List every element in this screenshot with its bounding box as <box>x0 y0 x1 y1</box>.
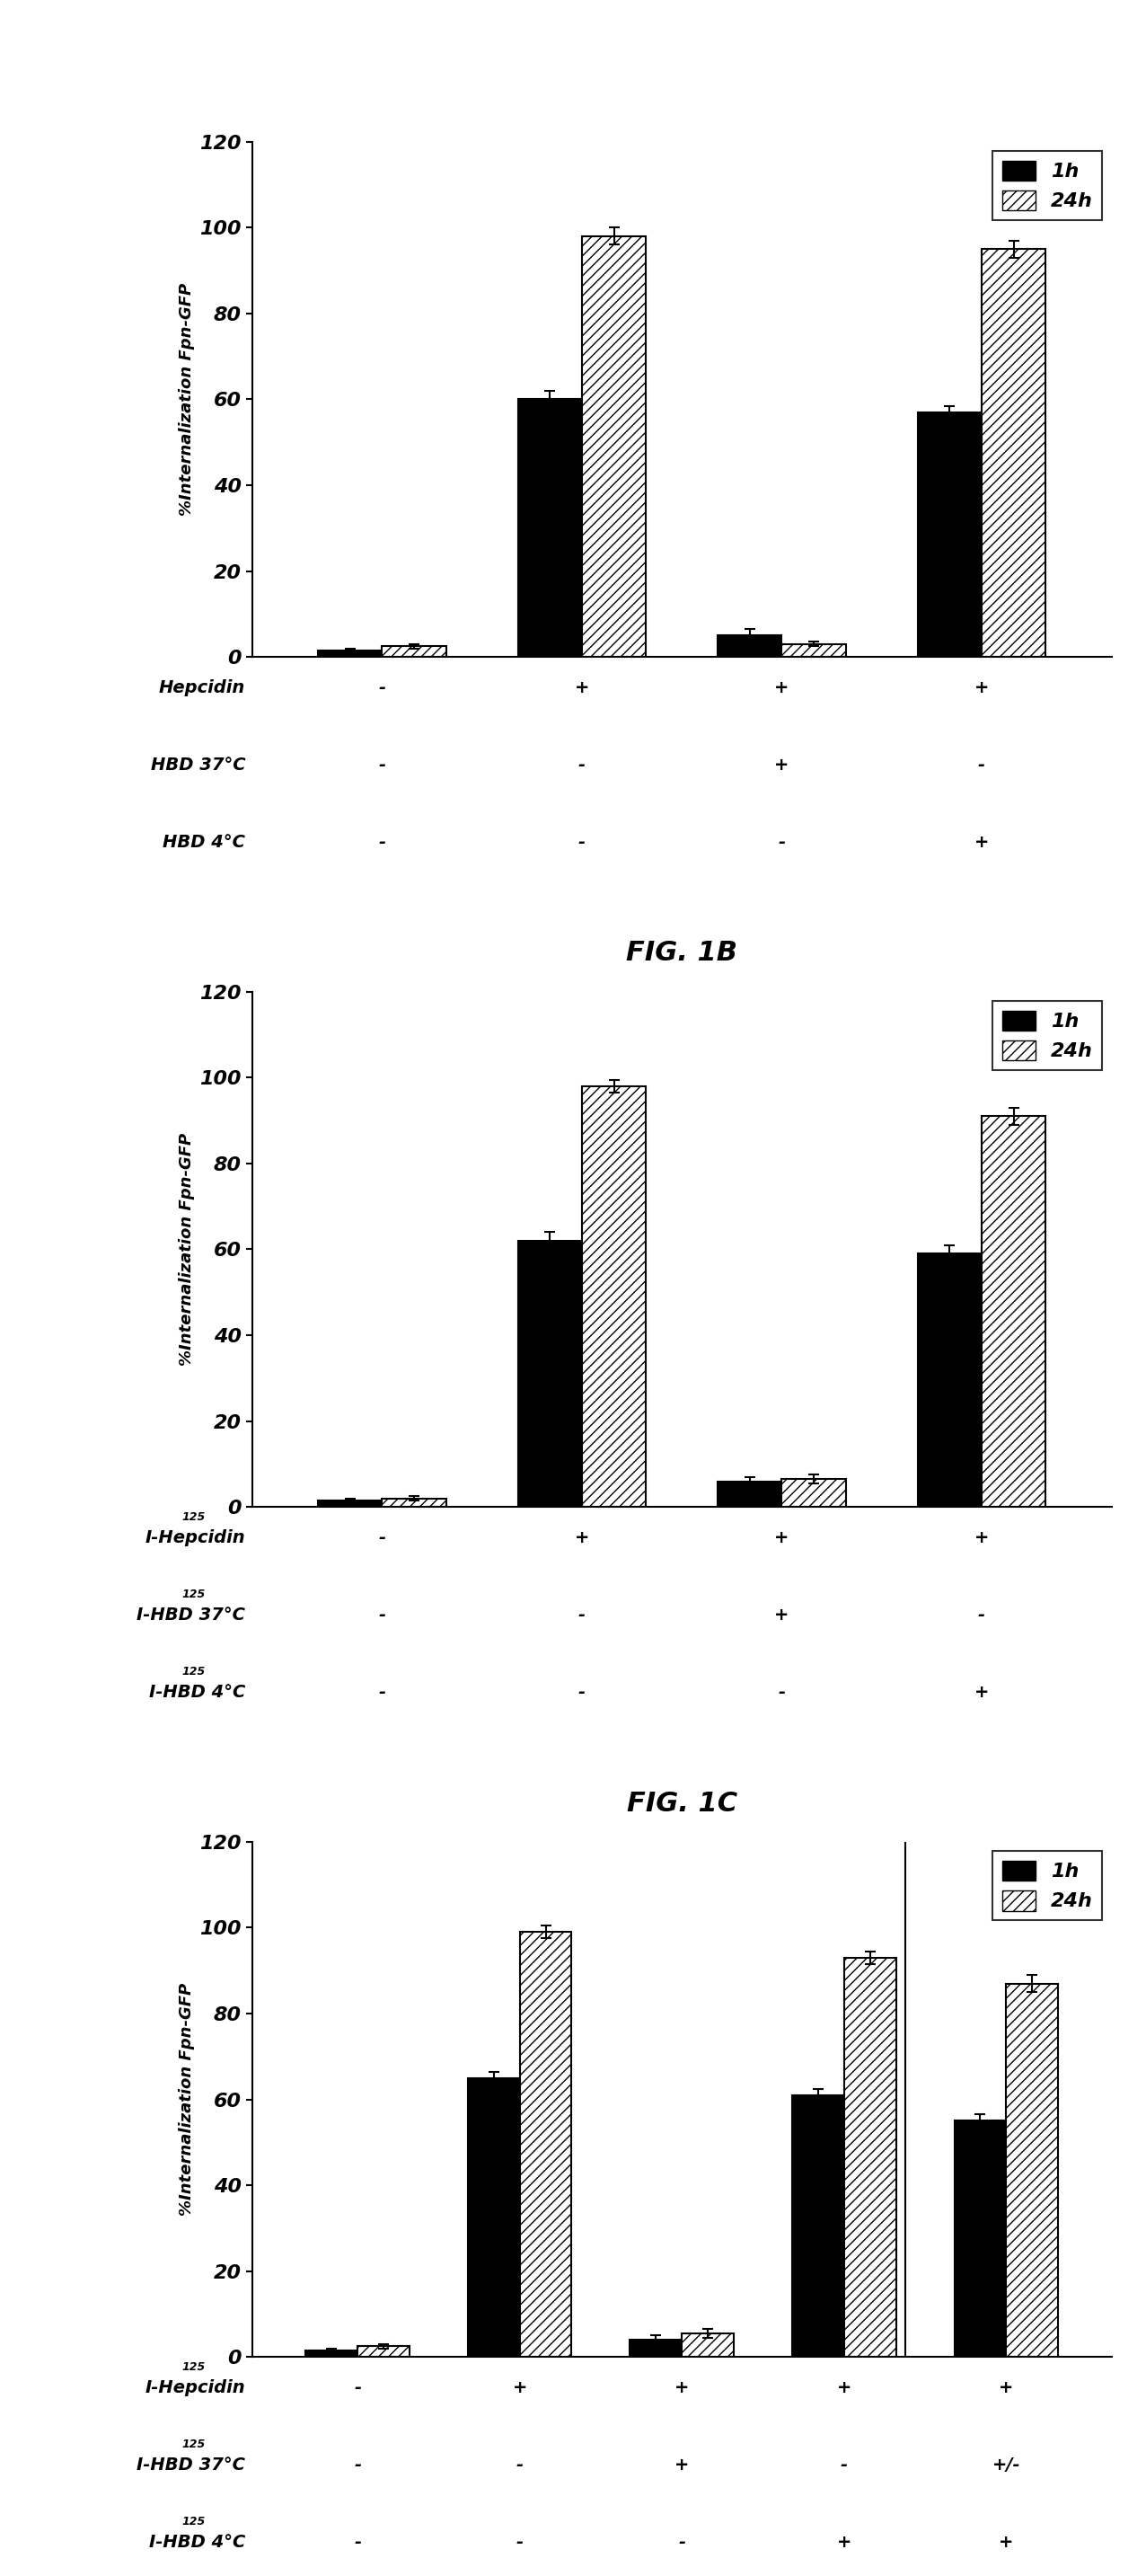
Bar <box>518 399 582 657</box>
Bar <box>982 250 1045 657</box>
Bar <box>845 1958 896 2357</box>
Bar <box>955 2120 1006 2357</box>
Text: -: - <box>778 835 785 850</box>
Text: +: + <box>999 2535 1013 2550</box>
Text: +/-: +/- <box>992 2458 1020 2473</box>
Text: +: + <box>675 2380 689 2396</box>
Text: I-HBD 4°C: I-HBD 4°C <box>149 2535 245 2550</box>
Legend: 1h, 24h: 1h, 24h <box>992 1852 1102 1919</box>
Text: -: - <box>978 757 986 773</box>
Text: 125: 125 <box>182 1512 206 1522</box>
Bar <box>358 2347 409 2357</box>
Text: -: - <box>579 757 586 773</box>
Text: -: - <box>378 1685 386 1700</box>
Bar <box>306 2349 358 2357</box>
Bar <box>918 1255 982 1507</box>
Text: FIG. 1B: FIG. 1B <box>626 940 738 966</box>
Legend: 1h, 24h: 1h, 24h <box>992 1002 1102 1069</box>
Text: +: + <box>574 1530 589 1546</box>
Bar <box>382 647 446 657</box>
Text: -: - <box>354 2458 361 2473</box>
Text: +: + <box>574 680 589 696</box>
Bar <box>982 1115 1045 1507</box>
Bar <box>319 652 382 657</box>
Text: -: - <box>378 757 386 773</box>
Bar <box>319 1499 382 1507</box>
Text: +: + <box>775 1607 790 1623</box>
Text: -: - <box>678 2535 685 2550</box>
Text: +: + <box>974 1685 989 1700</box>
Y-axis label: %Internalization Fpn-GFP: %Internalization Fpn-GFP <box>179 1984 195 2215</box>
Bar <box>518 1242 582 1507</box>
Bar <box>782 1479 846 1507</box>
Text: -: - <box>978 1607 986 1623</box>
Text: I-HBD 4°C: I-HBD 4°C <box>149 1685 245 1700</box>
Text: -: - <box>579 1607 586 1623</box>
Text: +: + <box>775 680 790 696</box>
Bar <box>468 2079 519 2357</box>
Text: -: - <box>378 1607 386 1623</box>
Text: +: + <box>675 2458 689 2473</box>
Bar <box>717 1481 782 1507</box>
Text: 125: 125 <box>182 2362 206 2372</box>
Text: 125: 125 <box>182 2439 206 2450</box>
Bar <box>382 1499 446 1507</box>
Bar <box>630 2339 682 2357</box>
Text: 125: 125 <box>182 2517 206 2527</box>
Text: HBD 4°C: HBD 4°C <box>163 835 245 850</box>
Bar <box>918 412 982 657</box>
Text: +: + <box>974 835 989 850</box>
Bar <box>582 237 646 657</box>
Text: +: + <box>974 1530 989 1546</box>
Text: FIG. 1C: FIG. 1C <box>627 1790 737 1816</box>
Text: I-HBD 37°C: I-HBD 37°C <box>136 1607 245 1623</box>
Bar <box>519 1932 572 2357</box>
Text: -: - <box>354 2535 361 2550</box>
Bar <box>717 636 782 657</box>
Text: Hepcidin: Hepcidin <box>159 680 245 696</box>
Legend: 1h, 24h: 1h, 24h <box>992 152 1102 219</box>
Text: HBD 37°C: HBD 37°C <box>150 757 245 773</box>
Y-axis label: %Internalization Fpn-GFP: %Internalization Fpn-GFP <box>179 1133 195 1365</box>
Text: -: - <box>579 835 586 850</box>
Text: +: + <box>775 1530 790 1546</box>
Text: +: + <box>512 2380 527 2396</box>
Text: -: - <box>579 1685 586 1700</box>
Bar <box>782 644 846 657</box>
Bar <box>682 2334 733 2357</box>
Text: -: - <box>840 2458 848 2473</box>
Text: -: - <box>354 2380 361 2396</box>
Y-axis label: %Internalization Fpn-GFP: %Internalization Fpn-GFP <box>179 283 195 515</box>
Text: I-Hepcidin: I-Hepcidin <box>146 1530 245 1546</box>
Text: +: + <box>999 2380 1013 2396</box>
Text: -: - <box>516 2458 524 2473</box>
Text: -: - <box>378 835 386 850</box>
Text: -: - <box>378 680 386 696</box>
Text: -: - <box>378 1530 386 1546</box>
Bar <box>1006 1984 1058 2357</box>
Text: +: + <box>775 757 790 773</box>
Text: -: - <box>516 2535 524 2550</box>
Text: I-Hepcidin: I-Hepcidin <box>146 2380 245 2396</box>
Bar <box>792 2094 845 2357</box>
Bar <box>582 1087 646 1507</box>
Text: +: + <box>837 2380 851 2396</box>
Text: -: - <box>778 1685 785 1700</box>
Text: +: + <box>837 2535 851 2550</box>
Text: +: + <box>974 680 989 696</box>
Text: 125: 125 <box>182 1589 206 1600</box>
Text: I-HBD 37°C: I-HBD 37°C <box>136 2458 245 2473</box>
Text: 125: 125 <box>182 1667 206 1677</box>
